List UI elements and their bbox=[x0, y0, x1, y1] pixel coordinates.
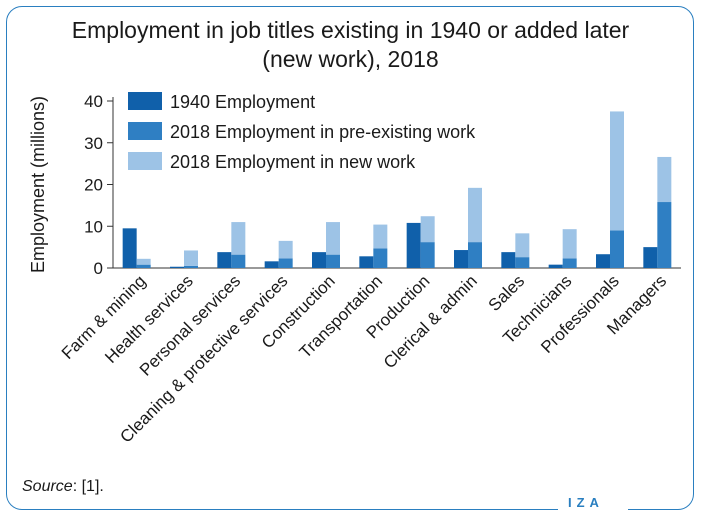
legend-swatch bbox=[128, 152, 162, 170]
y-axis-label: Employment (millions) bbox=[28, 96, 48, 273]
x-tick-label: Transportation bbox=[296, 271, 386, 361]
bar-1940 bbox=[643, 247, 658, 268]
bar-2018-new bbox=[184, 250, 198, 266]
bar-1940 bbox=[264, 261, 279, 268]
bar-2018-new bbox=[657, 156, 672, 203]
bar-2018-pre-existing bbox=[515, 257, 530, 268]
source-label: Source bbox=[22, 478, 73, 495]
iza-logo: IZA bbox=[568, 495, 604, 510]
bar-2018-new bbox=[515, 233, 530, 258]
bar-1940 bbox=[170, 266, 184, 268]
legend-swatch bbox=[128, 92, 162, 110]
bar-1940 bbox=[312, 252, 326, 268]
bar-2018-new bbox=[326, 222, 340, 255]
bar-2018-pre-existing bbox=[468, 242, 482, 268]
bar-2018-new bbox=[562, 229, 577, 259]
legend-label: 2018 Employment in new work bbox=[170, 152, 416, 172]
bar-2018-pre-existing bbox=[136, 264, 151, 268]
source-text: : [1]. bbox=[72, 478, 104, 495]
bar-2018-pre-existing bbox=[184, 265, 198, 268]
bar-2018-new bbox=[610, 111, 624, 231]
y-tick-label: 20 bbox=[84, 176, 103, 195]
bar-2018-pre-existing bbox=[278, 258, 293, 268]
bar-1940 bbox=[406, 222, 421, 268]
figure-frame bbox=[6, 6, 694, 510]
bar-2018-pre-existing bbox=[562, 258, 577, 268]
bar-2018-new bbox=[468, 187, 482, 243]
bar-2018-pre-existing bbox=[231, 254, 246, 268]
source-note: Source: [1]. bbox=[22, 478, 104, 496]
bar-1940 bbox=[122, 228, 137, 268]
bar-1940 bbox=[548, 264, 563, 268]
bar-1940 bbox=[501, 252, 516, 268]
bar-2018-new bbox=[420, 216, 435, 243]
bar-1940 bbox=[359, 256, 374, 268]
bar-2018-new bbox=[136, 258, 151, 265]
bar-2018-pre-existing bbox=[610, 230, 624, 268]
bar-2018-new bbox=[278, 240, 293, 259]
y-tick-label: 40 bbox=[84, 92, 103, 111]
legend-label: 1940 Employment bbox=[170, 92, 315, 112]
y-tick-label: 10 bbox=[84, 217, 103, 236]
x-tick-label: Sales bbox=[485, 271, 529, 315]
bar-1940 bbox=[596, 254, 610, 268]
chart-title-line-2: (new work), 2018 bbox=[262, 46, 439, 72]
y-tick-label: 0 bbox=[94, 259, 103, 278]
bar-2018-new bbox=[231, 222, 246, 255]
bar-1940 bbox=[217, 252, 232, 268]
bar-2018-pre-existing bbox=[420, 242, 435, 268]
frame-gap bbox=[558, 500, 628, 516]
chart-title-line-1: Employment in job titles existing in 194… bbox=[71, 17, 630, 43]
bar-2018-pre-existing bbox=[657, 202, 672, 268]
y-tick-label: 30 bbox=[84, 134, 103, 153]
legend-swatch bbox=[128, 122, 162, 140]
legend-label: 2018 Employment in pre-existing work bbox=[170, 122, 476, 142]
bar-2018-pre-existing bbox=[326, 254, 340, 268]
bar-2018-new bbox=[373, 224, 388, 249]
plot-area: 0 10 20 30 40 Employment (millions) Farm & min… bbox=[28, 92, 681, 447]
chart-title: Employment in job titles existing in 194… bbox=[0, 16, 701, 74]
x-tick-label: Farm & mining bbox=[58, 271, 150, 363]
bar-2018-pre-existing bbox=[373, 248, 388, 268]
bar-1940 bbox=[454, 250, 468, 268]
